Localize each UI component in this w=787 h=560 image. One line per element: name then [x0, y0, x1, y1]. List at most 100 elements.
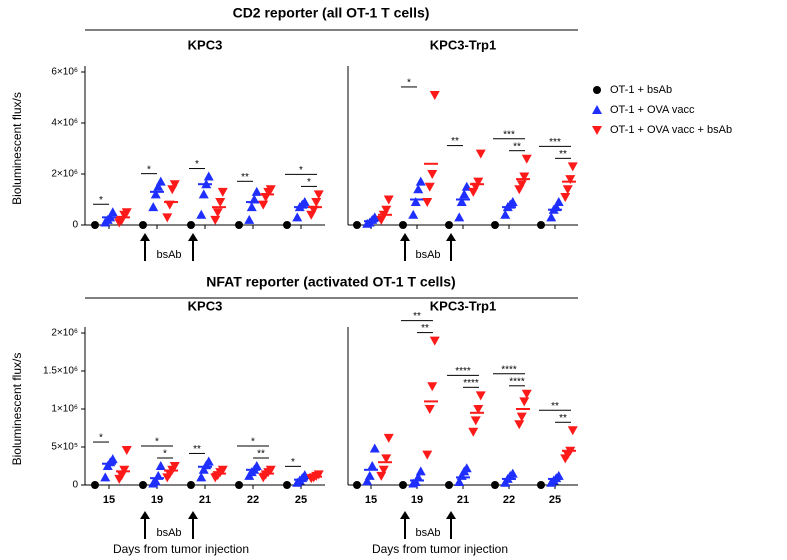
point	[399, 481, 407, 489]
significance-label: **	[421, 323, 429, 334]
point	[445, 221, 453, 229]
x-tick-label: 22	[503, 494, 515, 506]
point	[283, 481, 291, 489]
legend-label: OT-1 + bsAb	[610, 84, 672, 96]
significance-label: ***	[549, 137, 561, 148]
y-tick-label: 0	[72, 220, 78, 231]
significance-label: *	[407, 78, 411, 89]
point	[461, 463, 472, 473]
annotation: bsAb	[156, 527, 181, 539]
point	[367, 461, 378, 470]
point	[553, 470, 564, 480]
point	[235, 221, 243, 229]
point	[121, 446, 132, 456]
point	[381, 205, 392, 215]
point	[150, 476, 161, 486]
point	[91, 221, 99, 229]
point	[212, 208, 223, 218]
y-tick-label: 0	[72, 480, 78, 491]
y-tick-label: 6×10⁶	[51, 67, 78, 78]
point	[265, 465, 276, 475]
point	[139, 221, 147, 229]
annotation: bsAb	[415, 527, 440, 539]
point	[507, 197, 518, 207]
significance-label: *	[155, 437, 159, 448]
point	[100, 472, 111, 482]
arrowhead	[400, 511, 410, 519]
point	[251, 461, 262, 470]
y-tick-label: 1.5×10⁶	[43, 366, 78, 377]
point	[265, 185, 276, 195]
significance-label: **	[551, 401, 559, 412]
point	[187, 221, 195, 229]
point	[445, 481, 453, 489]
point	[119, 465, 130, 475]
significance-label: ***	[503, 129, 515, 140]
point	[429, 336, 440, 346]
point	[91, 481, 99, 489]
point	[562, 185, 573, 195]
point	[500, 209, 511, 219]
significance-label: *	[291, 457, 295, 468]
point	[521, 389, 532, 399]
x-tick-label: 15	[365, 494, 377, 506]
legend-label: OT-1 + OVA vacc	[610, 104, 695, 116]
significance-label: **	[513, 141, 521, 152]
point	[169, 462, 180, 471]
section-title: NFAT reporter (activated OT-1 T cells)	[206, 274, 455, 290]
point	[537, 221, 545, 229]
point	[429, 90, 440, 100]
point	[491, 481, 499, 489]
point	[235, 481, 243, 489]
point	[424, 182, 435, 192]
y-tick-label: 4×10⁶	[51, 118, 78, 129]
point	[353, 221, 361, 229]
point	[198, 464, 209, 474]
point	[353, 481, 361, 489]
point	[592, 126, 602, 135]
point	[246, 202, 257, 212]
point	[198, 189, 209, 199]
arrowhead	[400, 233, 410, 241]
point	[565, 175, 576, 185]
point	[203, 171, 214, 181]
point	[553, 197, 564, 207]
annotation: bsAb	[156, 249, 181, 261]
point	[210, 215, 221, 225]
x-tick-label: 19	[151, 494, 163, 506]
x-tick-label: 15	[103, 494, 115, 506]
arrowhead	[140, 511, 150, 519]
x-axis-title: Days from tumor injection	[372, 542, 508, 556]
significance-label: *	[307, 177, 311, 188]
point	[107, 207, 118, 217]
point	[475, 391, 486, 401]
x-tick-label: 22	[247, 494, 259, 506]
point	[399, 221, 407, 229]
y-axis-title: Bioluminescent flux/s	[10, 92, 24, 205]
arrowhead	[188, 233, 198, 241]
x-tick-label: 25	[295, 494, 307, 506]
point	[258, 200, 269, 210]
point	[162, 213, 173, 223]
point	[383, 433, 394, 443]
significance-label: *	[195, 159, 199, 170]
point	[376, 471, 387, 481]
point	[593, 86, 601, 94]
point	[169, 180, 180, 190]
point	[196, 209, 207, 219]
point	[311, 198, 322, 208]
point	[592, 105, 602, 114]
point	[413, 472, 424, 482]
point	[251, 186, 262, 196]
point	[155, 461, 166, 470]
point	[560, 192, 571, 202]
point	[516, 412, 527, 422]
point	[139, 481, 147, 489]
y-tick-label: 1×10⁶	[51, 404, 78, 415]
significance-label: **	[413, 311, 421, 322]
x-axis-title: Days from tumor injection	[113, 542, 249, 556]
point	[244, 214, 255, 224]
point	[519, 172, 530, 182]
point	[459, 189, 470, 199]
